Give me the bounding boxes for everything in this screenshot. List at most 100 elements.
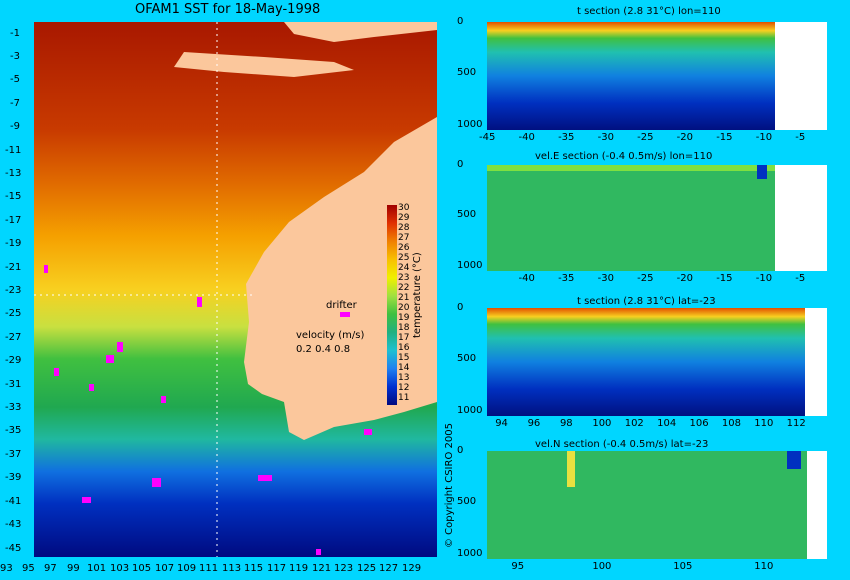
x-tick: -25 xyxy=(637,273,654,284)
x-tick: -40 xyxy=(518,273,535,284)
lat-tick: -7 xyxy=(10,98,20,109)
section-title: vel.N section (-0.4 0.5m/s) lat=-23 xyxy=(535,439,709,450)
drifter-label: drifter xyxy=(326,300,357,311)
drifter-marker xyxy=(161,396,166,403)
temp-field xyxy=(487,22,775,130)
colorbar-tick: 14 xyxy=(398,363,410,373)
lat-tick: -31 xyxy=(5,379,22,390)
temp-section-lon: t section (2.8 31°C) lon=110 -45 -40 -35 -3… xyxy=(440,0,850,145)
sst-map xyxy=(34,22,437,557)
x-tick: 95 xyxy=(511,561,525,572)
colorbar-tick: 25 xyxy=(398,253,410,263)
x-tick: -5 xyxy=(795,132,806,143)
velocity-scale: 0.2 0.4 0.8 xyxy=(296,344,351,355)
lat-tick: -45 xyxy=(5,543,22,554)
java-land xyxy=(174,52,354,77)
y-tick: 0 xyxy=(457,302,464,313)
lat-tick: -9 xyxy=(10,121,20,132)
land-mask xyxy=(807,451,827,559)
velocity-field xyxy=(487,165,775,271)
x-tick: -20 xyxy=(676,273,694,284)
lon-tick: 93 xyxy=(0,563,13,574)
velocity-field xyxy=(487,451,807,559)
x-tick: 108 xyxy=(721,418,741,429)
drifter-marker xyxy=(89,384,94,391)
lon-tick: 95 xyxy=(22,563,35,574)
drifter-marker xyxy=(44,265,48,273)
lat-tick: -11 xyxy=(5,145,22,156)
x-tick: -35 xyxy=(558,132,575,143)
lat-tick: -5 xyxy=(10,74,20,85)
x-tick: 102 xyxy=(624,418,644,429)
x-tick: -20 xyxy=(676,132,694,143)
x-tick: -30 xyxy=(597,132,614,143)
lon-tick: 107 xyxy=(155,563,175,574)
x-tick: 100 xyxy=(592,418,612,429)
colorbar-tick: 30 xyxy=(398,203,410,213)
y-tick: 500 xyxy=(457,209,477,221)
y-tick: 500 xyxy=(457,353,477,365)
temp-field xyxy=(487,308,817,416)
lon-tick: 99 xyxy=(67,563,80,574)
colorbar-tick: 22 xyxy=(398,283,410,293)
x-tick: -15 xyxy=(716,132,733,143)
lon-tick: 103 xyxy=(110,563,130,574)
y-tick: 0 xyxy=(457,445,464,456)
lat-tick: -29 xyxy=(5,355,22,366)
land-mask xyxy=(805,308,827,416)
lat-tick: -37 xyxy=(5,449,22,460)
lon-tick: 117 xyxy=(267,563,287,574)
lat-tick: -19 xyxy=(5,238,22,249)
colorbar-label: temperature (°C) xyxy=(412,252,423,338)
map-title: OFAM1 SST for 18-May-1998 xyxy=(135,2,321,17)
x-tick: 110 xyxy=(754,561,774,572)
lat-tick: -41 xyxy=(5,496,22,507)
drifter-marker xyxy=(54,368,59,376)
x-tick: 100 xyxy=(592,561,612,572)
lat-tick: -33 xyxy=(5,402,22,413)
x-tick: -25 xyxy=(637,132,654,143)
temp-section-lat: t section (2.8 31°C) lat=-23 94 96 98 100 10… xyxy=(440,290,850,435)
x-tick: 104 xyxy=(657,418,677,429)
x-tick: -40 xyxy=(518,132,535,143)
y-tick: 0 xyxy=(457,16,464,27)
lon-tick: 127 xyxy=(379,563,399,574)
colorbar-tick: 19 xyxy=(398,313,410,323)
lat-tick: -35 xyxy=(5,425,22,436)
lon-tick: 119 xyxy=(289,563,309,574)
y-tick: 500 xyxy=(457,496,477,508)
colorbar-tick: 16 xyxy=(398,343,410,353)
lon-tick: 115 xyxy=(244,563,264,574)
lat-tick: -13 xyxy=(5,168,22,179)
drifter-legend-marker xyxy=(340,312,350,317)
y-tick: 1000 xyxy=(457,259,483,271)
lon-tick: 113 xyxy=(222,563,242,574)
colorbar-tick: 21 xyxy=(398,293,410,303)
colorbar-tick: 24 xyxy=(398,263,410,273)
lat-tick: -3 xyxy=(10,51,20,62)
y-tick: 500 xyxy=(457,67,477,79)
velocity-anomaly xyxy=(567,451,575,487)
lon-tick: 111 xyxy=(199,563,219,574)
drifter-marker xyxy=(152,478,161,487)
lon-tick: 125 xyxy=(357,563,377,574)
y-tick: 0 xyxy=(457,159,464,170)
y-tick: 1000 xyxy=(457,118,483,130)
colorbar-tick: 17 xyxy=(398,333,410,343)
boundary-current xyxy=(787,451,801,469)
colorbar-tick: 20 xyxy=(398,303,410,313)
lon-tick: 129 xyxy=(402,563,422,574)
lat-tick: -17 xyxy=(5,215,22,226)
lat-tick: -15 xyxy=(5,191,22,202)
colorbar-tick: 23 xyxy=(398,273,410,283)
section-title: t section (2.8 31°C) lon=110 xyxy=(577,6,721,17)
temp-section-lat-plot xyxy=(487,308,827,416)
lat-tick: -39 xyxy=(5,472,22,483)
drifter-marker xyxy=(258,475,272,481)
colorbar-tick: 11 xyxy=(398,393,410,403)
colorbar-tick: 15 xyxy=(398,353,410,363)
y-tick: 1000 xyxy=(457,547,483,559)
x-tick: -30 xyxy=(597,273,614,284)
colorbar-tick: 28 xyxy=(398,223,410,233)
velocity-label: velocity (m/s) xyxy=(296,330,365,341)
